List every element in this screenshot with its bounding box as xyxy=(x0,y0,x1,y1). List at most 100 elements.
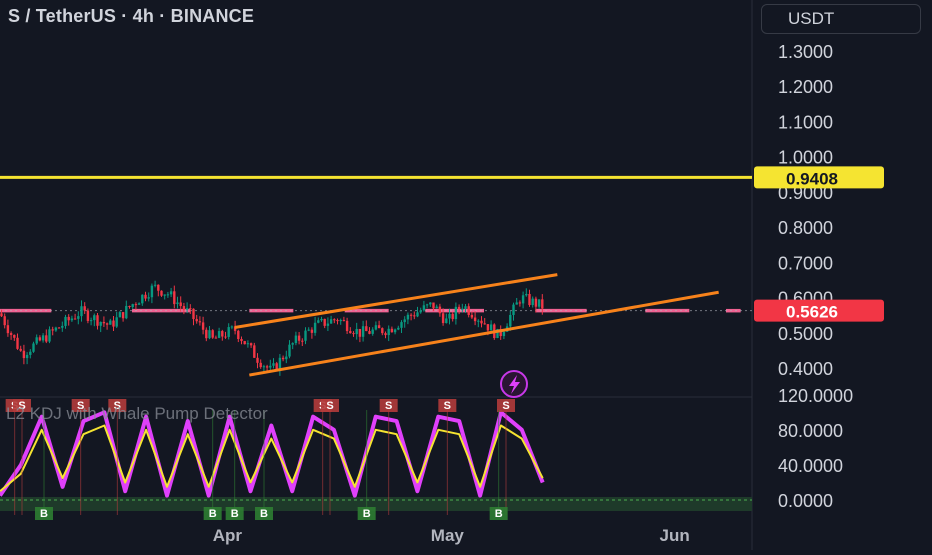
candle-body xyxy=(249,343,253,346)
candle-body xyxy=(397,327,400,330)
signal-badge xyxy=(13,399,31,412)
candle-body xyxy=(512,304,515,315)
candle-body xyxy=(416,312,419,317)
candle-body xyxy=(144,294,147,299)
signal-badge xyxy=(203,507,222,520)
oscillator-title[interactable]: L2 KDJ with Whale Pump Detector xyxy=(6,404,268,423)
current-price-tag: 0.5626 xyxy=(786,303,838,322)
price-tick-label: 1.3000 xyxy=(778,42,833,62)
candle-body xyxy=(454,306,458,320)
current-price-tag-bg xyxy=(754,299,884,322)
candle-body xyxy=(457,306,461,310)
candle-body xyxy=(288,344,291,357)
candle-body xyxy=(70,318,74,321)
candle-body xyxy=(153,284,157,286)
signal-badge xyxy=(225,507,244,520)
candle-body xyxy=(422,305,426,311)
candle-body xyxy=(163,294,166,296)
sell-signal-label: S xyxy=(114,400,121,412)
resistance-price-tag: 0.9408 xyxy=(786,169,838,188)
candle-body xyxy=(285,356,288,360)
signal-badge xyxy=(438,399,457,412)
candle-body xyxy=(67,316,70,321)
candle-body xyxy=(9,333,13,335)
candle-body xyxy=(323,318,326,326)
candle-body xyxy=(64,316,67,326)
candle-body xyxy=(483,323,486,325)
candle-body xyxy=(518,302,522,304)
candle-body xyxy=(121,312,125,319)
candle-body xyxy=(496,329,499,339)
candle-body xyxy=(185,308,189,310)
candle-body xyxy=(150,285,154,298)
price-tick-label: 1.0000 xyxy=(778,148,833,168)
candle-body xyxy=(521,295,525,304)
candle-body xyxy=(377,325,381,329)
lightning-icon-glyph xyxy=(509,375,520,394)
currency-selector[interactable]: USDT xyxy=(761,4,921,34)
candle-body xyxy=(237,330,240,340)
candle-body xyxy=(105,323,109,325)
signal-badge xyxy=(108,399,127,412)
candle-body xyxy=(157,284,160,291)
candle-body xyxy=(473,317,477,322)
signal-badge xyxy=(321,399,339,412)
candle-body xyxy=(352,333,355,335)
candle-body xyxy=(435,306,438,309)
candle-body xyxy=(320,318,323,321)
candle-body xyxy=(425,304,429,306)
candle-body xyxy=(355,328,358,335)
candle-body xyxy=(96,315,99,326)
price-tick-label: 0.4000 xyxy=(778,359,833,379)
candle-body xyxy=(160,290,163,296)
price-tick-label: 0.5000 xyxy=(778,324,833,344)
signal-badge xyxy=(379,399,398,412)
candle-body xyxy=(438,306,442,314)
candle-body xyxy=(326,323,330,326)
candle-body xyxy=(336,320,339,322)
candle-body xyxy=(345,320,349,332)
candle-body xyxy=(41,335,45,341)
candle-body xyxy=(201,322,205,330)
candle-body xyxy=(515,302,518,305)
candle-body xyxy=(3,316,6,326)
candle-body xyxy=(253,345,256,358)
candle-body xyxy=(29,351,32,355)
candle-body xyxy=(80,306,83,317)
candle-body xyxy=(384,333,387,336)
candle-body xyxy=(83,306,86,311)
candle-body xyxy=(32,343,35,352)
candle-body xyxy=(272,363,275,366)
candle-body xyxy=(390,328,394,333)
channel-lower-line xyxy=(249,290,719,377)
candle-body xyxy=(147,297,150,299)
symbol-title[interactable]: S / TetherUS · 4h · BINANCE xyxy=(8,6,255,26)
candle-body xyxy=(214,337,218,339)
candle-body xyxy=(208,330,211,339)
candle-body xyxy=(35,337,38,344)
candle-body xyxy=(278,357,282,370)
candle-body xyxy=(419,310,422,313)
candle-body xyxy=(198,321,202,323)
candle-body xyxy=(489,324,493,331)
candle-body xyxy=(406,314,410,320)
candle-body xyxy=(470,314,474,318)
signal-badge xyxy=(71,399,90,412)
candle-body xyxy=(112,320,115,327)
candle-body xyxy=(38,337,42,341)
candle-body xyxy=(19,348,22,351)
candle-body xyxy=(499,329,502,337)
candle-body xyxy=(189,308,192,310)
candle-body xyxy=(240,339,243,342)
candle-body xyxy=(464,306,467,309)
candle-body xyxy=(57,327,61,329)
candles xyxy=(0,280,544,376)
candle-body xyxy=(374,325,378,330)
candle-body xyxy=(205,329,208,339)
candle-body xyxy=(13,334,16,338)
candle-body xyxy=(115,317,118,327)
resistance-price-tag-bg xyxy=(754,166,884,189)
sell-signal-label: S xyxy=(444,400,451,412)
candle-body xyxy=(486,324,490,331)
candle-body xyxy=(269,365,272,368)
